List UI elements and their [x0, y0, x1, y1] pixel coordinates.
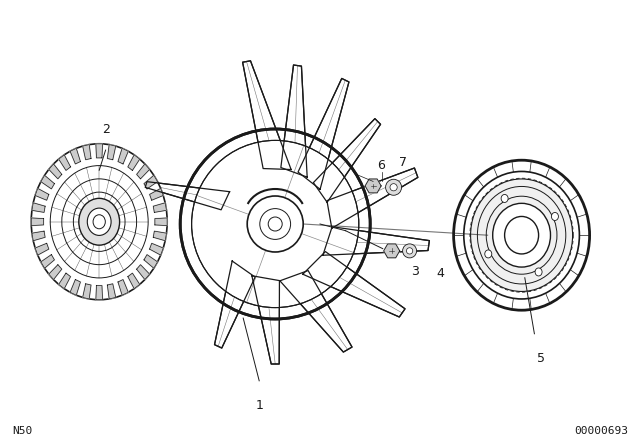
Polygon shape [280, 271, 352, 352]
Ellipse shape [470, 179, 573, 292]
Polygon shape [70, 280, 81, 295]
Polygon shape [365, 179, 381, 193]
Circle shape [268, 217, 282, 231]
Polygon shape [32, 203, 45, 212]
Polygon shape [252, 276, 280, 364]
Ellipse shape [31, 144, 167, 300]
Text: 7: 7 [399, 155, 407, 169]
Circle shape [247, 196, 303, 252]
Ellipse shape [87, 208, 111, 235]
Ellipse shape [535, 268, 542, 276]
Polygon shape [118, 148, 128, 164]
Polygon shape [35, 243, 49, 255]
Ellipse shape [79, 198, 120, 245]
Polygon shape [35, 189, 49, 200]
Polygon shape [155, 218, 167, 226]
Circle shape [406, 248, 413, 254]
Text: 4: 4 [436, 267, 444, 280]
Polygon shape [243, 61, 291, 169]
Polygon shape [144, 254, 157, 268]
Polygon shape [118, 280, 128, 295]
Polygon shape [128, 273, 140, 289]
Polygon shape [314, 119, 381, 202]
Ellipse shape [454, 160, 589, 310]
Polygon shape [96, 286, 102, 300]
Polygon shape [150, 189, 163, 200]
Polygon shape [303, 252, 405, 317]
Ellipse shape [501, 194, 508, 202]
Polygon shape [150, 243, 163, 255]
Polygon shape [137, 164, 150, 179]
Polygon shape [83, 145, 91, 160]
Polygon shape [31, 218, 44, 226]
Polygon shape [137, 265, 150, 280]
Polygon shape [108, 145, 116, 160]
Text: 5: 5 [537, 352, 545, 365]
Ellipse shape [464, 172, 579, 299]
Polygon shape [49, 164, 61, 179]
Polygon shape [59, 155, 70, 170]
Circle shape [385, 179, 402, 195]
Text: 6: 6 [377, 159, 385, 172]
Text: 1: 1 [255, 399, 263, 412]
Polygon shape [41, 254, 54, 268]
Text: 2: 2 [102, 123, 109, 137]
Polygon shape [108, 284, 116, 299]
Circle shape [390, 184, 397, 191]
Polygon shape [70, 148, 81, 164]
Polygon shape [49, 265, 61, 280]
Polygon shape [59, 273, 70, 289]
Polygon shape [32, 231, 45, 241]
Polygon shape [83, 284, 91, 299]
Ellipse shape [93, 215, 106, 229]
Ellipse shape [552, 212, 559, 220]
Polygon shape [323, 227, 429, 255]
Circle shape [403, 244, 417, 258]
Polygon shape [144, 175, 157, 189]
Polygon shape [327, 168, 418, 228]
Text: 3: 3 [411, 264, 419, 278]
Polygon shape [384, 244, 399, 258]
Polygon shape [281, 65, 307, 177]
Polygon shape [41, 175, 54, 189]
Ellipse shape [484, 250, 492, 258]
Ellipse shape [504, 216, 539, 254]
Circle shape [191, 140, 359, 308]
Polygon shape [214, 261, 255, 348]
Polygon shape [145, 181, 230, 210]
Ellipse shape [493, 203, 550, 267]
Text: 00000693: 00000693 [574, 426, 628, 436]
Polygon shape [154, 231, 166, 241]
Text: N50: N50 [12, 426, 32, 436]
Polygon shape [298, 78, 349, 189]
Polygon shape [128, 155, 140, 170]
Polygon shape [154, 203, 166, 212]
Polygon shape [96, 144, 102, 158]
